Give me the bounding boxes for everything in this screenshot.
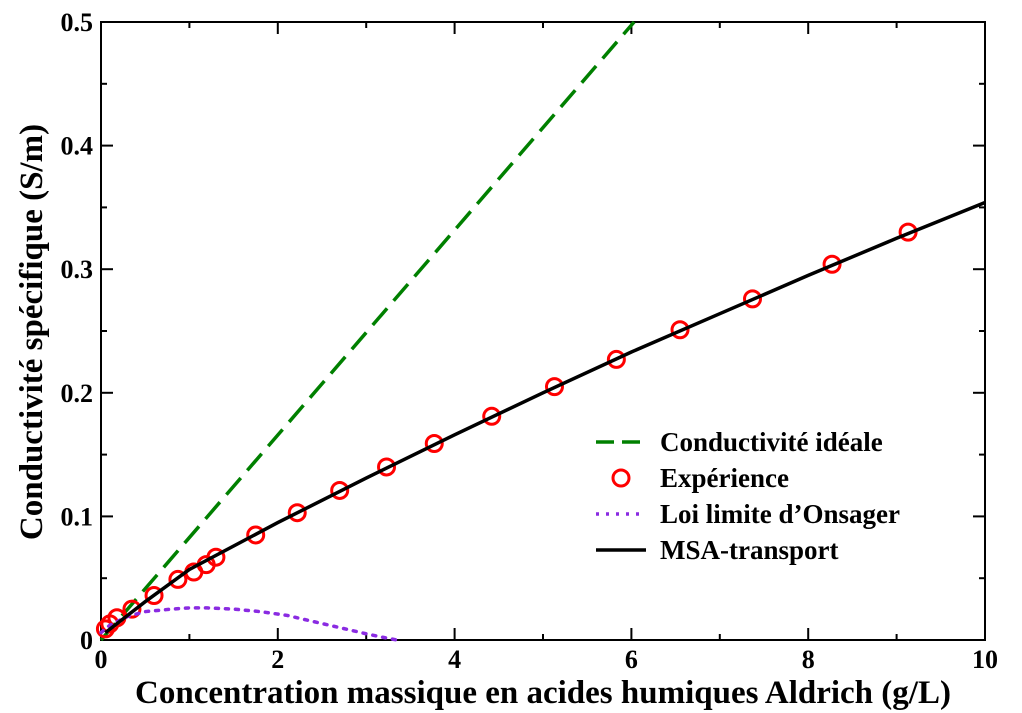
y-axis-title: Conductivité spécifique (S/m) — [14, 124, 50, 540]
x-tick-label: 2 — [271, 645, 284, 674]
y-tick-label: 0.3 — [61, 255, 94, 284]
legend-label: Conductivité idéale — [660, 427, 883, 457]
legend-label: MSA-transport — [660, 535, 838, 565]
x-axis-title: Concentration massique en acides humique… — [135, 675, 951, 711]
legend-label: Expérience — [660, 463, 789, 493]
y-tick-label: 0.2 — [61, 379, 94, 408]
y-tick-label: 0.1 — [61, 502, 94, 531]
x-tick-label: 4 — [448, 645, 461, 674]
y-tick-label: 0.4 — [61, 132, 94, 161]
x-tick-label: 6 — [625, 645, 638, 674]
legend-label: Loi limite d’Onsager — [660, 499, 900, 529]
y-tick-label: 0 — [80, 626, 93, 655]
x-tick-label: 0 — [95, 645, 108, 674]
x-tick-label: 8 — [802, 645, 815, 674]
x-tick-label: 10 — [972, 645, 998, 674]
y-tick-label: 0.5 — [61, 8, 94, 37]
